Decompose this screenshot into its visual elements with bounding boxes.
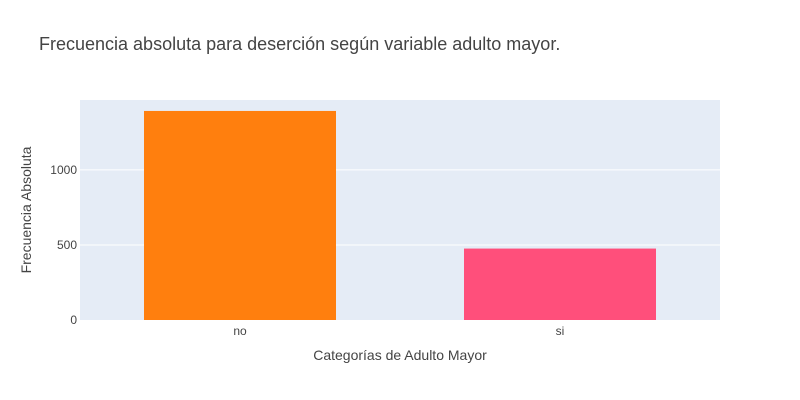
y-axis-title: Frecuencia Absoluta: [18, 146, 34, 273]
x-axis-title: Categorías de Adulto Mayor: [313, 347, 487, 363]
x-tick-label: no: [233, 324, 247, 338]
bar-no[interactable]: [144, 110, 336, 320]
y-axis-ticks: 0 500 1000: [50, 163, 77, 327]
y-tick-label: 500: [57, 238, 77, 252]
y-tick-label: 0: [70, 313, 77, 327]
bars: [144, 110, 656, 320]
x-tick-label: si: [556, 324, 565, 338]
x-axis-ticks: no si: [233, 324, 564, 338]
y-tick-label: 1000: [50, 163, 77, 177]
chart-title: Frecuencia absoluta para deserción según…: [39, 34, 560, 54]
bar-si[interactable]: [464, 248, 656, 320]
